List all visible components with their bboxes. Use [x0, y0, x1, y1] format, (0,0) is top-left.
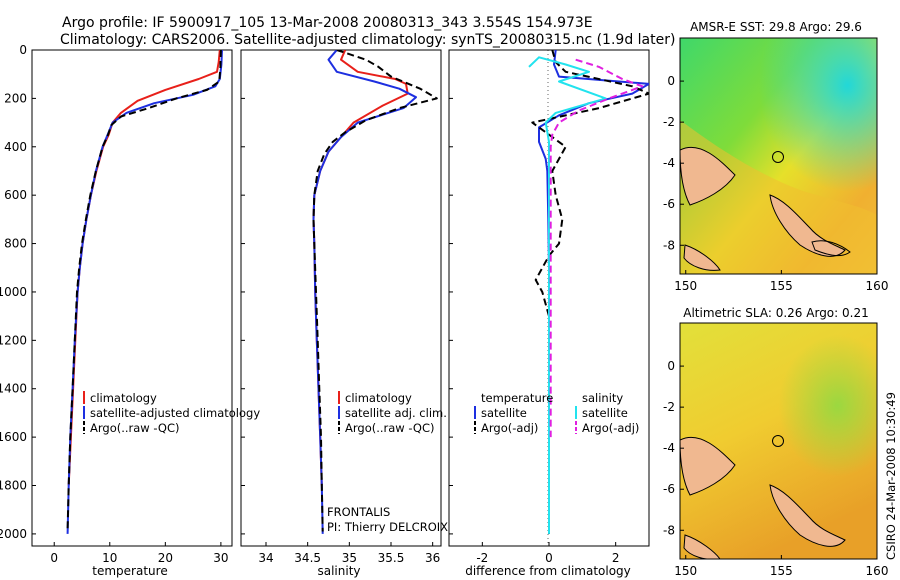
new-ireland-land	[680, 146, 736, 206]
map-x-tick-label: 150	[674, 564, 697, 578]
x-tick-label: -2	[476, 551, 488, 565]
x-tick-label: 35	[342, 551, 357, 565]
depth-tick-label: 600	[4, 188, 27, 202]
map-x-tick-label: 155	[770, 279, 793, 293]
series-line-temperature-argo-adj	[531, 50, 649, 534]
temperature-xlabel: temperature	[92, 564, 167, 578]
sst-map-frame	[679, 37, 878, 275]
map-x-tick-label: 155	[770, 564, 793, 578]
legend-label-climatology: climatology	[345, 391, 412, 405]
legend-label-satellite: satellite-adjusted climatology	[90, 406, 260, 420]
x-tick-label: 34.5	[294, 551, 321, 565]
salinity-xlabel: salinity	[317, 564, 360, 578]
depth-axis: 0 200 400 600 800 1000 1200 1400 1600 1800 2000	[0, 43, 453, 541]
depth-tick-label: 400	[4, 140, 27, 154]
sla-map-axes: 150 155 160 0 -2 -4 -6 -8	[663, 359, 888, 578]
temperature-series	[66, 50, 223, 534]
bougainville-land	[769, 484, 846, 547]
new-britain-land	[683, 244, 721, 271]
legend-label-argo: Argo(..raw -QC)	[90, 421, 180, 435]
map-x-tick-label: 160	[866, 564, 889, 578]
map-y-tick-label: -2	[663, 115, 675, 129]
map-y-tick-label: -6	[663, 197, 675, 211]
legend-label-climatology: climatology	[90, 391, 157, 405]
x-tick-label: 10	[102, 551, 117, 565]
sst-argo-marker	[772, 151, 784, 163]
depth-tick-label: 800	[4, 237, 27, 251]
map-y-tick-label: -2	[663, 400, 675, 414]
figure-title-line2: Climatology: CARS2006. Satellite-adjuste…	[60, 32, 675, 48]
salinity-panel-frame	[240, 49, 442, 547]
temperature-panel-frame	[31, 49, 233, 547]
sla-high-patch	[680, 323, 877, 559]
series-line-salinity-argo-adj	[549, 58, 644, 438]
sla-map: Altimetric SLA: 0.26 Argo: 0.21 150 155 16…	[663, 306, 888, 578]
map-y-tick-label: 0	[667, 359, 675, 373]
difference-xlabel: difference from climatology	[465, 564, 631, 578]
legend-label-sal-satellite: satellite	[582, 406, 628, 420]
salinity-legend: climatology satellite adj. clim. Argo(..…	[327, 391, 448, 534]
map-y-tick-label: -4	[663, 441, 675, 455]
sla-map-frame	[679, 322, 878, 560]
sst-warm-patch	[680, 120, 877, 274]
depth-tick-label: 1200	[0, 333, 27, 347]
legend-header-temperature: temperature	[481, 391, 553, 405]
x-tick-label: 36	[425, 551, 440, 565]
new-britain-land	[683, 534, 721, 559]
map-x-tick-label: 160	[866, 279, 889, 293]
legend-label-satellite: satellite adj. clim.	[345, 406, 447, 420]
x-tick-label: 35.5	[378, 551, 405, 565]
difference-series	[528, 50, 649, 534]
sst-map-title: AMSR-E SST: 29.8 Argo: 29.6	[690, 20, 862, 34]
salinity-series	[312, 50, 438, 534]
sst-map: AMSR-E SST: 29.8 Argo: 29.6 150 155 160 0 -2…	[663, 20, 888, 293]
legend-header-salinity: salinity	[582, 391, 623, 405]
x-tick-label: 2	[612, 551, 620, 565]
series-line-salinity-satellite	[528, 56, 607, 534]
new-ireland-land	[680, 436, 736, 496]
map-y-tick-label: -8	[663, 238, 675, 252]
map-x-tick-label: 150	[674, 279, 697, 293]
side-caption: CSIRO 24-Mar-2008 10:30:49	[884, 392, 898, 560]
sla-map-title: Altimetric SLA: 0.26 Argo: 0.21	[683, 306, 868, 320]
x-tick-label: 0	[50, 551, 58, 565]
depth-tick-label: 1400	[0, 382, 27, 396]
temperature-legend: climatology satellite-adjusted climatolo…	[83, 391, 260, 435]
pi-program: FRONTALIS	[327, 505, 390, 519]
map-y-tick-label: -8	[663, 523, 675, 537]
sst-map-axes: 150 155 160 0 -2 -4 -6 -8	[663, 74, 888, 293]
map-y-tick-label: 0	[667, 74, 675, 88]
series-line-argo-raw-qc	[66, 50, 222, 530]
depth-tick-label: 1800	[0, 479, 27, 493]
x-tick-label: 30	[213, 551, 228, 565]
legend-label-temp-argo: Argo(-adj)	[481, 421, 538, 435]
figure-title-line1: Argo profile: IF 5900917_105 13-Mar-2008…	[62, 15, 593, 31]
x-tick-label: 34	[258, 551, 273, 565]
map-y-tick-label: -4	[663, 156, 675, 170]
depth-tick-label: 1000	[0, 285, 27, 299]
legend-label-argo: Argo(..raw -QC)	[345, 421, 435, 435]
x-axes: 0 10 20 30 34 34.5 35 35.5 36 -2 0 2	[50, 542, 619, 565]
x-tick-label: 0	[545, 551, 553, 565]
sla-argo-marker	[772, 435, 784, 447]
depth-tick-label: 200	[4, 91, 27, 105]
legend-label-sal-argo: Argo(-adj)	[582, 421, 639, 435]
depth-tick-label: 1600	[0, 430, 27, 444]
x-tick-label: 20	[158, 551, 173, 565]
map-y-tick-label: -6	[663, 482, 675, 496]
difference-legend: temperature salinity satellite Argo(-adj…	[474, 391, 639, 435]
depth-tick-label: 0	[19, 43, 27, 57]
legend-label-temp-satellite: satellite	[481, 406, 527, 420]
pi-name: PI: Thierry DELCROIX	[327, 520, 448, 534]
depth-tick-label: 2000	[0, 527, 27, 541]
island-outline	[811, 240, 851, 257]
series-line-argo-raw-qc	[312, 50, 438, 532]
